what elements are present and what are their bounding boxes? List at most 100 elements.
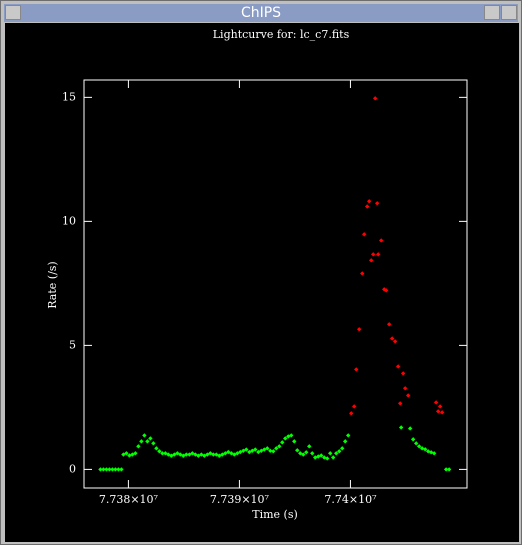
point — [139, 439, 144, 444]
point — [289, 433, 294, 438]
point — [364, 204, 370, 209]
point — [110, 467, 115, 472]
point — [386, 322, 392, 327]
point — [151, 441, 156, 446]
point — [389, 336, 395, 341]
point — [142, 433, 147, 438]
point — [352, 404, 357, 409]
point — [136, 444, 141, 449]
point — [383, 288, 389, 293]
point — [169, 453, 174, 458]
point — [410, 437, 416, 442]
menu-button[interactable] — [5, 5, 21, 20]
point — [154, 446, 159, 451]
title-bar: ChIPS — [4, 4, 518, 22]
point — [145, 439, 150, 444]
point — [280, 440, 285, 445]
point — [405, 393, 411, 398]
point — [181, 453, 186, 458]
point — [325, 456, 330, 461]
point — [116, 467, 121, 472]
point — [328, 451, 333, 456]
point — [301, 452, 306, 457]
point — [407, 426, 413, 431]
point — [271, 449, 276, 454]
point — [416, 444, 422, 449]
point — [422, 447, 428, 452]
point — [334, 451, 339, 456]
point — [443, 467, 449, 472]
maximize-button[interactable] — [501, 5, 517, 20]
x-tick-label: 7.738×10⁷ — [99, 493, 159, 506]
point — [104, 467, 109, 472]
point — [253, 447, 258, 452]
point — [362, 232, 367, 237]
point — [157, 449, 162, 454]
point — [184, 452, 189, 457]
point — [378, 238, 384, 243]
point — [357, 327, 362, 332]
point — [446, 467, 452, 472]
point — [310, 451, 315, 456]
point — [395, 364, 401, 369]
point — [98, 467, 103, 472]
point — [163, 451, 168, 456]
chart: Lightcurve for: lc_c7.fits Time (s) Rate… — [5, 23, 519, 542]
point — [370, 252, 376, 257]
point — [101, 467, 106, 472]
x-tick-label: 7.74×10⁷ — [324, 493, 377, 506]
point — [268, 448, 273, 453]
y-tick-label: 0 — [69, 462, 76, 475]
point — [343, 439, 348, 444]
point — [175, 451, 180, 456]
point — [119, 467, 124, 472]
point — [187, 452, 192, 457]
point — [374, 201, 380, 206]
y-axis-label: Rate (/s) — [46, 261, 59, 308]
x-tick-label: 7.739×10⁷ — [210, 493, 270, 506]
window-title: ChIPS — [240, 5, 282, 21]
point — [439, 410, 445, 415]
point — [265, 446, 270, 451]
point — [400, 371, 406, 376]
point — [124, 451, 129, 456]
point — [283, 436, 288, 441]
y-tick-label: 10 — [62, 214, 76, 227]
minimize-button[interactable] — [484, 5, 500, 20]
plot-frame — [83, 79, 468, 489]
point — [133, 451, 138, 456]
point — [250, 448, 255, 453]
point — [354, 367, 359, 372]
point — [435, 409, 441, 414]
y-tick-label: 15 — [62, 90, 76, 103]
point — [398, 425, 404, 430]
point — [148, 436, 153, 441]
point — [402, 386, 408, 391]
point — [292, 439, 297, 444]
point — [360, 271, 365, 276]
point — [307, 444, 312, 449]
point — [372, 96, 378, 101]
point — [346, 433, 351, 438]
point — [277, 444, 282, 449]
x-axis-label: Time (s) — [252, 508, 298, 521]
point — [295, 448, 300, 453]
point — [274, 446, 279, 451]
point — [413, 441, 419, 446]
point — [244, 447, 249, 452]
point — [368, 258, 374, 263]
point — [319, 453, 324, 458]
point — [397, 401, 403, 406]
point — [431, 451, 437, 456]
point — [304, 450, 309, 455]
point — [160, 451, 165, 456]
point — [349, 411, 354, 416]
chart-title: Lightcurve for: lc_c7.fits — [213, 28, 350, 41]
point — [337, 449, 342, 454]
point — [366, 199, 372, 204]
point — [375, 252, 381, 257]
point — [211, 452, 216, 457]
point — [107, 467, 112, 472]
y-tick-label: 5 — [69, 338, 76, 351]
